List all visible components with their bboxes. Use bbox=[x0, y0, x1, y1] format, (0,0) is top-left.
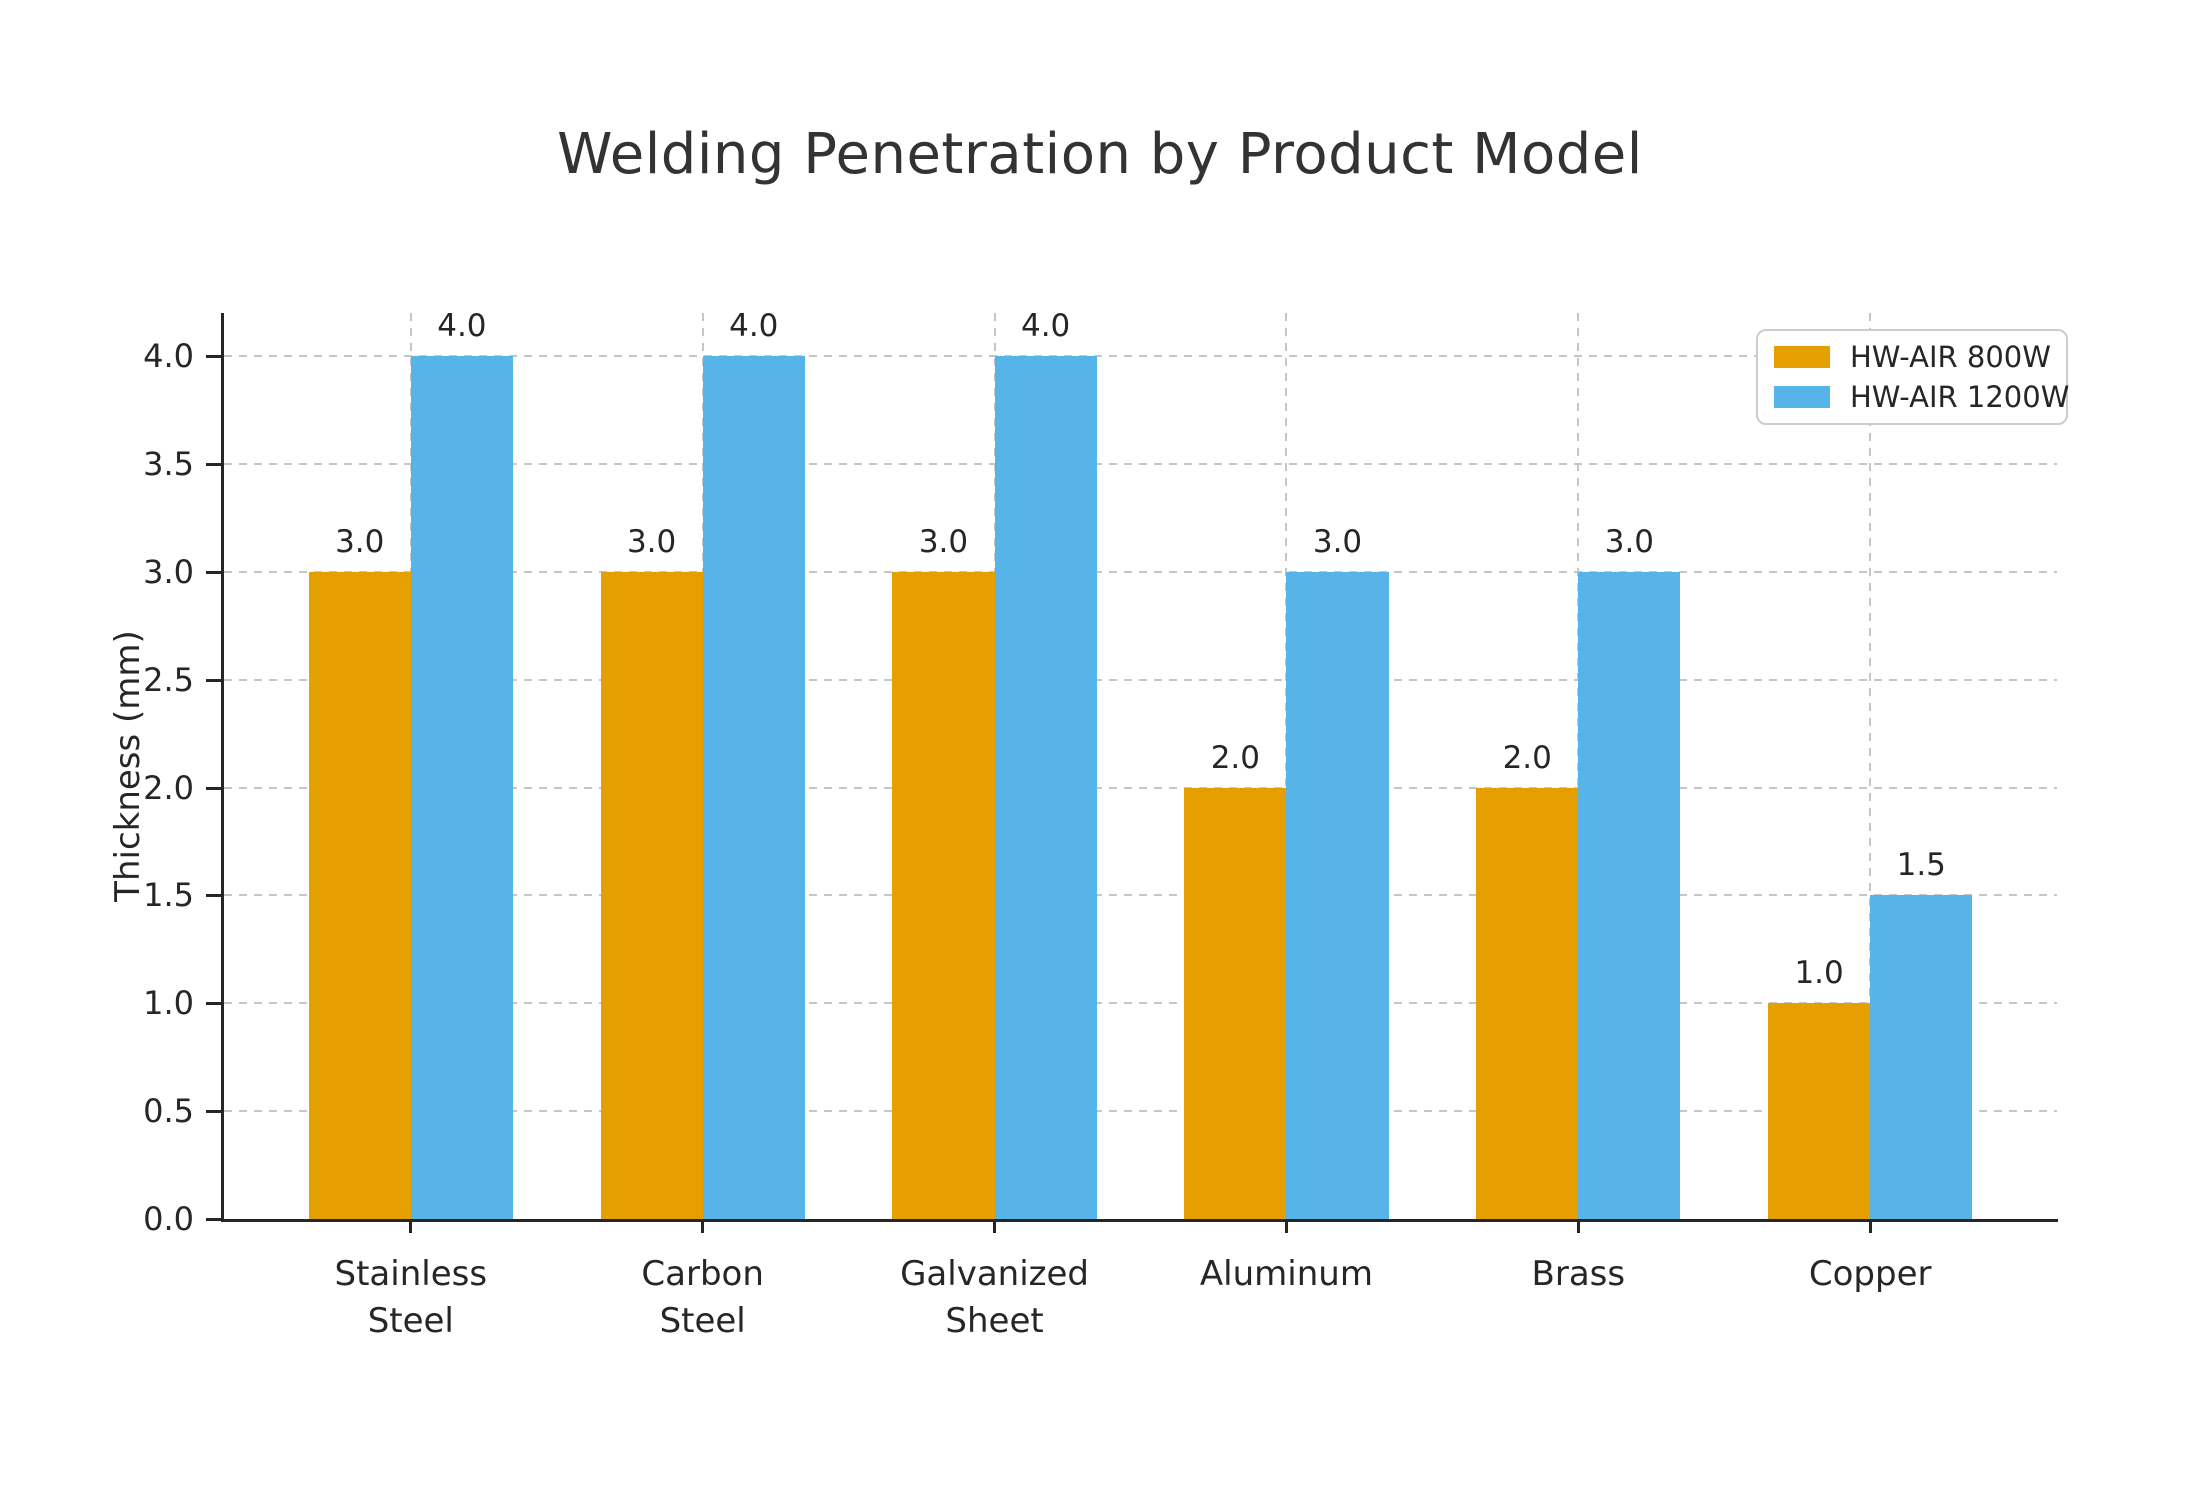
x-axis-spine bbox=[221, 1219, 2058, 1222]
x-tick-mark-carbon-steel bbox=[701, 1219, 705, 1233]
y-tick-mark-1.5 bbox=[206, 894, 221, 898]
x-tick-mark-aluminum bbox=[1284, 1219, 1288, 1233]
y-tick-label-3.5: 3.5 bbox=[143, 445, 194, 483]
x-tick-mark-copper bbox=[1868, 1219, 1872, 1233]
bar-hw-air-800w-stainless-steel bbox=[308, 571, 411, 1219]
horizontal-gridline-1.0 bbox=[224, 1002, 2057, 1005]
bar-hw-air-800w-aluminum bbox=[1184, 787, 1287, 1219]
x-tick-label-line: Galvanized bbox=[900, 1254, 1090, 1294]
legend-label-hw-air-1200w: HW-AIR 1200W bbox=[1850, 380, 2070, 414]
y-tick-mark-0.5 bbox=[206, 1110, 221, 1114]
bar-hw-air-1200w-aluminum bbox=[1286, 571, 1389, 1219]
y-tick-mark-3.0 bbox=[206, 570, 221, 574]
x-tick-label-galvanized-sheet: Galvanized Sheet bbox=[835, 1251, 1155, 1345]
x-tick-label-line: Stainless bbox=[334, 1254, 488, 1294]
bar-value-label-hw-air-1200w-aluminum: 3.0 bbox=[1312, 523, 1363, 560]
y-tick-label-2.0: 2.0 bbox=[143, 768, 194, 807]
legend: HW-AIR 800W HW-AIR 1200W bbox=[1756, 329, 2069, 425]
legend-entry-hw-air-800w: HW-AIR 800W bbox=[1774, 340, 2051, 374]
legend-label-hw-air-800w: HW-AIR 800W bbox=[1850, 340, 2051, 374]
horizontal-gridline-0.5 bbox=[224, 1110, 2057, 1113]
y-tick-mark-3.5 bbox=[206, 463, 221, 466]
horizontal-gridline-4.0 bbox=[224, 355, 2057, 358]
y-tick-mark-2.0 bbox=[206, 786, 221, 790]
x-tick-mark-stainless-steel bbox=[409, 1219, 413, 1233]
x-tick-label-aluminum: Aluminum bbox=[1126, 1251, 1446, 1298]
horizontal-gridline-3.0 bbox=[224, 570, 2057, 573]
y-tick-label-3.0: 3.0 bbox=[143, 552, 194, 591]
bar-hw-air-1200w-copper bbox=[1870, 895, 1973, 1219]
horizontal-gridline-2.0 bbox=[224, 786, 2057, 789]
bar-hw-air-1200w-galvanized-sheet bbox=[994, 356, 1097, 1219]
y-tick-mark-2.5 bbox=[206, 678, 221, 682]
bar-value-label-hw-air-1200w-copper: 1.5 bbox=[1896, 847, 1946, 884]
legend-entry-hw-air-1200w: HW-AIR 1200W bbox=[1774, 380, 2069, 414]
bar-value-label-hw-air-1200w-galvanized-sheet: 4.0 bbox=[1020, 308, 1071, 345]
y-tick-label-2.5: 2.5 bbox=[143, 660, 194, 699]
x-tick-label-line: Copper bbox=[1808, 1254, 1932, 1294]
bar-value-label-hw-air-1200w-carbon-steel: 4.0 bbox=[729, 308, 779, 345]
x-tick-label-brass: Brass bbox=[1418, 1251, 1738, 1298]
y-tick-label-0.5: 0.5 bbox=[143, 1092, 194, 1131]
bar-value-label-hw-air-800w-copper: 1.0 bbox=[1794, 955, 1844, 992]
chart-title: Welding Penetration by Product Model bbox=[557, 122, 1643, 187]
y-tick-label-1.0: 1.0 bbox=[143, 984, 194, 1023]
x-tick-label-copper: Copper bbox=[1710, 1251, 2030, 1298]
y-axis-spine bbox=[221, 313, 224, 1222]
bar-hw-air-1200w-stainless-steel bbox=[410, 356, 513, 1219]
plot-area: 3.0 3.0 3.0 2.0 2.0 1.0 4.0 4.0 4.0 3.0 3.0 1.5 bbox=[224, 308, 2057, 1219]
horizontal-gridline-1.5 bbox=[224, 894, 2057, 897]
bar-hw-air-800w-carbon-steel bbox=[600, 571, 703, 1219]
y-tick-mark-1.0 bbox=[206, 1002, 221, 1006]
y-tick-label-4.0: 4.0 bbox=[143, 337, 194, 376]
x-tick-label-carbon-steel: Carbon Steel bbox=[543, 1251, 863, 1345]
x-tick-label-stainless-steel: Stainless Steel bbox=[251, 1251, 571, 1345]
bar-value-label-hw-air-800w-galvanized-sheet: 3.0 bbox=[918, 523, 969, 560]
bar-hw-air-1200w-brass bbox=[1578, 571, 1681, 1219]
horizontal-gridline-3.5 bbox=[224, 463, 2057, 465]
bar-value-label-hw-air-800w-brass: 2.0 bbox=[1502, 739, 1552, 776]
bar-value-label-hw-air-800w-aluminum: 2.0 bbox=[1210, 739, 1261, 776]
bar-value-label-hw-air-1200w-brass: 3.0 bbox=[1604, 523, 1655, 560]
vertical-gridline-copper bbox=[1869, 313, 1872, 1219]
x-tick-label-line: Steel bbox=[367, 1301, 454, 1341]
bar-hw-air-1200w-carbon-steel bbox=[702, 356, 805, 1219]
bar-hw-air-800w-brass bbox=[1476, 787, 1579, 1219]
bar-value-label-hw-air-800w-stainless-steel: 3.0 bbox=[335, 523, 385, 560]
x-tick-label-line: Sheet bbox=[945, 1301, 1044, 1341]
y-tick-label-0.0: 0.0 bbox=[143, 1200, 194, 1238]
x-tick-label-line: Aluminum bbox=[1199, 1254, 1373, 1294]
bar-hw-air-800w-copper bbox=[1768, 1003, 1871, 1219]
bar-value-label-hw-air-800w-carbon-steel: 3.0 bbox=[626, 523, 677, 560]
x-tick-label-line: Brass bbox=[1531, 1254, 1626, 1294]
x-tick-mark-brass bbox=[1576, 1219, 1580, 1233]
x-tick-label-line: Steel bbox=[659, 1301, 746, 1341]
legend-swatch-hw-air-800w bbox=[1774, 346, 1830, 368]
y-tick-mark-4.0 bbox=[206, 355, 221, 359]
y-tick-mark-0.0 bbox=[206, 1218, 221, 1221]
x-tick-label-line: Carbon bbox=[641, 1254, 764, 1294]
bar-hw-air-800w-galvanized-sheet bbox=[892, 571, 995, 1219]
horizontal-gridline-2.5 bbox=[224, 678, 2057, 681]
x-tick-mark-galvanized-sheet bbox=[993, 1219, 997, 1233]
legend-swatch-hw-air-1200w bbox=[1774, 386, 1830, 408]
bar-value-label-hw-air-1200w-stainless-steel: 4.0 bbox=[437, 308, 487, 345]
y-tick-label-1.5: 1.5 bbox=[143, 876, 194, 915]
